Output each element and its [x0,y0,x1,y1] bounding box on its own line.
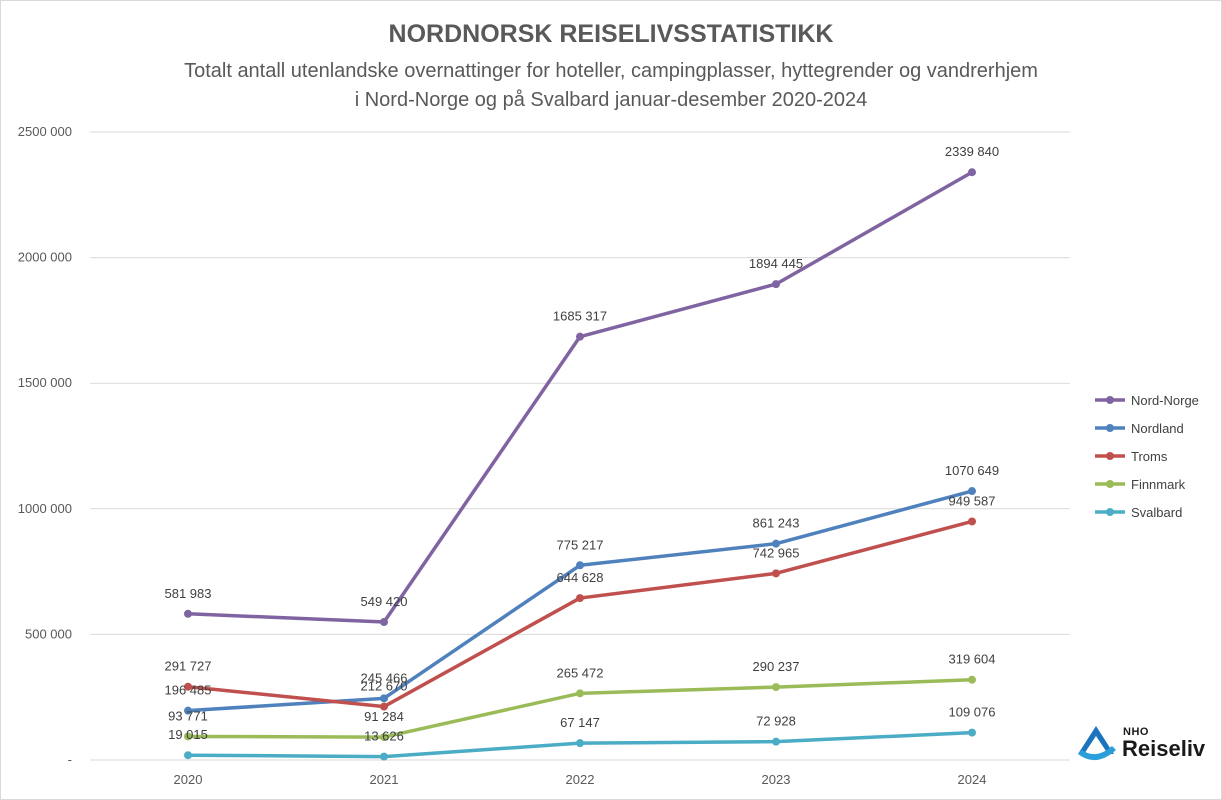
data-label: 109 076 [949,705,996,720]
subtitle-line-1: Totalt antall utenlandske overnattinger … [184,60,1038,82]
legend-entry: Nordland [1131,421,1184,436]
data-point [772,539,780,548]
legend: Nord-Norge Nordland Troms Finnmark Svalbard [1095,393,1199,520]
x-tick-label: 2023 [762,772,791,787]
legend-swatch-marker [1106,396,1114,404]
data-label: 291 727 [165,659,212,674]
y-tick-label: 2500 000 [18,124,72,139]
series-line-nord-norge [186,170,974,624]
data-label: 67 147 [560,715,600,730]
data-point [576,739,584,748]
data-label: 319 604 [949,652,996,667]
data-label: 549 420 [361,594,408,609]
data-label: 245 466 [361,670,408,685]
data-point [184,751,192,760]
data-point [968,675,976,684]
data-labels: 581 983 549 420 1685 317 1894 445 2339 840 19… [165,144,1000,743]
data-point [380,752,388,761]
y-tick-label: 1000 000 [18,501,72,516]
logo-reiseliv-text: Reiseliv [1122,736,1206,761]
chart-subtitle: Totalt antall utenlandske overnattinger … [0,57,1222,115]
data-point [380,617,388,626]
data-point [968,517,976,526]
data-point [968,168,976,177]
legend-entry: Finnmark [1131,477,1186,492]
data-label: 644 628 [557,570,604,585]
data-point [772,280,780,289]
y-tick-label: 2000 000 [18,250,72,265]
legend-entry: Troms [1131,449,1168,464]
legend-swatch-marker [1106,480,1114,488]
data-label: 861 243 [753,516,800,531]
data-label: 196 485 [165,683,212,698]
data-point [380,694,388,703]
data-point [576,332,584,341]
data-label: 949 587 [949,493,996,508]
data-point [968,487,976,496]
data-label: 2339 840 [945,144,999,159]
data-point [576,594,584,603]
data-label: 212 670 [361,679,408,694]
legend-swatch-marker [1106,452,1114,460]
x-tick-label: 2022 [566,772,595,787]
data-label: 72 928 [756,714,796,729]
y-tick-label: 500 000 [25,626,72,641]
data-label: 1070 649 [945,463,999,478]
data-label: 775 217 [557,537,604,552]
data-label: 581 983 [165,586,212,601]
chart-title: NORDNORSK REISELIVSSTATISTIKK [388,20,834,48]
data-point [184,682,192,691]
x-tick-label: 2021 [370,772,399,787]
x-tick-label: 2024 [958,772,987,787]
data-point [184,609,192,618]
subtitle-line-2: i Nord-Norge og på Svalbard januar-desem… [354,89,868,111]
y-tick-label: 1500 000 [18,375,72,390]
series-lines [184,168,976,761]
data-label: 93 771 [168,708,208,723]
data-point [380,733,388,742]
nho-reiseliv-logo: NHO Reiseliv [1076,722,1206,766]
x-axis-ticks: 2020 2021 2022 2023 2024 [174,772,987,787]
data-label: 265 472 [557,665,604,680]
legend-entry: Nord-Norge [1131,393,1199,408]
x-tick-label: 2020 [174,772,203,787]
data-label: 13 626 [364,729,404,744]
data-label: 1894 445 [749,256,803,271]
legend-entry: Svalbard [1131,505,1182,520]
data-point [576,561,584,570]
data-label: 742 965 [753,545,800,560]
legend-swatch-marker [1106,508,1114,516]
data-point [184,732,192,741]
y-tick-label: - [68,752,72,767]
y-axis-ticks: - 500 000 1000 000 1500 000 2000 000 2500 000 [18,124,72,767]
data-label: 290 237 [753,659,800,674]
logo-nho-text: NHO [1123,726,1149,738]
data-point [184,706,192,715]
data-point [772,683,780,692]
data-point [576,689,584,698]
data-point [772,569,780,578]
data-label: 91 284 [364,709,404,724]
legend-swatch-marker [1106,424,1114,432]
data-point [380,702,388,711]
data-point [968,728,976,737]
data-point [772,737,780,746]
data-label: 1685 317 [553,309,607,324]
data-label: 19 015 [168,727,208,742]
reiseliv-logo-icon [1078,726,1116,761]
